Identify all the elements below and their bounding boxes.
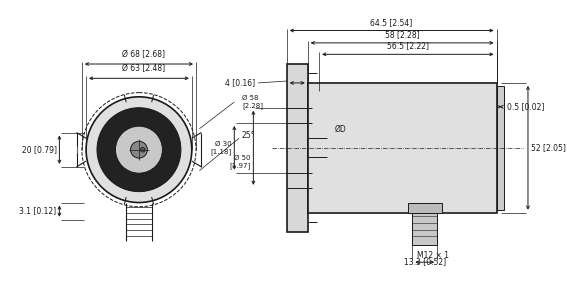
Text: Ø 50
[1.97]: Ø 50 [1.97] [229,155,251,169]
Bar [412,212,437,245]
Text: 13.3 [0.52]: 13.3 [0.52] [404,257,446,266]
Text: 4 [0.16]: 4 [0.16] [225,78,255,88]
Bar [408,203,442,212]
Circle shape [86,97,192,202]
Text: 20 [0.79]: 20 [0.79] [22,145,57,154]
Circle shape [116,126,162,173]
Circle shape [130,141,147,158]
Text: Ø 68 [2.68]: Ø 68 [2.68] [122,50,165,59]
Text: 64.5 [2.54]: 64.5 [2.54] [370,18,413,27]
Text: M12 × 1: M12 × 1 [417,251,449,260]
Bar [497,86,504,210]
Text: 58 [2.28]: 58 [2.28] [385,30,420,39]
Bar [308,83,497,212]
Text: 3.1 [0.12]: 3.1 [0.12] [19,206,57,216]
Bar [287,64,308,232]
Circle shape [141,147,145,152]
Text: Ø 58
[2.28]: Ø 58 [2.28] [242,95,263,109]
Text: 56.5 [2.22]: 56.5 [2.22] [387,41,429,51]
Text: 52 [2.05]: 52 [2.05] [531,143,566,152]
Text: Ø 63 [2.48]: Ø 63 [2.48] [122,65,165,74]
Text: 0.5 [0.02]: 0.5 [0.02] [507,102,544,111]
Circle shape [97,108,181,192]
Text: Ø 30
[1.18]: Ø 30 [1.18] [210,141,231,155]
Text: 25°: 25° [242,131,255,140]
Text: ØD: ØD [335,124,346,134]
